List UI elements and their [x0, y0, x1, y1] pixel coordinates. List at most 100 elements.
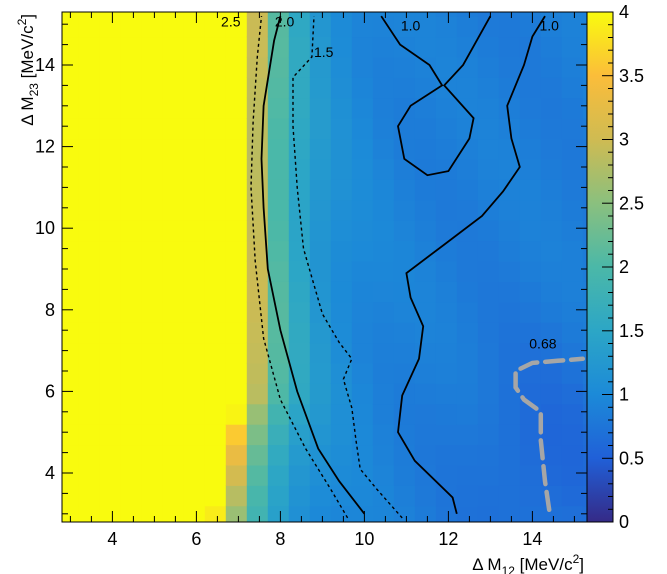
heatmap-cell	[246, 505, 269, 522]
heatmap-cell	[120, 322, 143, 344]
heatmap-cell	[162, 322, 185, 344]
heatmap-cell	[99, 485, 122, 507]
heatmap-cell	[78, 12, 101, 17]
heatmap-cell	[435, 281, 458, 303]
heatmap-cell	[120, 16, 143, 38]
heatmap-cell	[498, 301, 521, 323]
heatmap-cell	[561, 505, 584, 522]
heatmap-cell	[456, 505, 479, 522]
heatmap-cell	[183, 281, 206, 303]
heatmap-cell	[267, 199, 290, 221]
heatmap-cell	[62, 77, 80, 99]
heatmap-cell	[183, 199, 206, 221]
heatmap-cell	[62, 485, 80, 507]
heatmap-cell	[78, 342, 101, 364]
heatmap-cell	[351, 424, 374, 446]
heatmap-cell	[582, 179, 587, 201]
heatmap-cell	[225, 16, 248, 38]
heatmap-cell	[351, 138, 374, 160]
heatmap-cell	[582, 158, 587, 180]
y-tick-label: 12	[35, 137, 55, 157]
heatmap-cell	[204, 464, 227, 486]
heatmap-cell	[582, 220, 587, 242]
heatmap-cell	[225, 403, 248, 425]
heatmap-cell	[204, 16, 227, 38]
heatmap-cell	[288, 77, 311, 99]
heatmap-cell	[414, 12, 437, 17]
x-axis-title: Δ M12 [MeV/c2]	[472, 552, 584, 574]
heatmap-cell	[183, 260, 206, 282]
heatmap-cell	[456, 77, 479, 99]
heatmap-cell	[330, 36, 353, 58]
heatmap-cell	[498, 36, 521, 58]
heatmap-cell	[141, 403, 164, 425]
heatmap-cell	[477, 77, 500, 99]
heatmap-cell	[435, 12, 458, 17]
heatmap-cell	[477, 138, 500, 160]
heatmap-cell	[267, 444, 290, 466]
y-axis: 4 6 8 10 12 14	[35, 23, 587, 515]
heatmap-cell	[288, 16, 311, 38]
heatmap-cell	[330, 158, 353, 180]
heatmap-cell	[393, 505, 416, 522]
heatmap-cell	[225, 77, 248, 99]
heatmap-cell	[62, 362, 80, 384]
heatmap-cell	[351, 220, 374, 242]
heatmap-cell	[540, 383, 563, 405]
heatmap-cell	[120, 36, 143, 58]
heatmap-cell	[540, 16, 563, 38]
heatmap-cell	[120, 240, 143, 262]
heatmap-cell	[519, 118, 542, 140]
heatmap-cell	[456, 485, 479, 507]
y-tick-label: 14	[35, 55, 55, 75]
heatmap-cell	[456, 444, 479, 466]
heatmap-cell	[267, 424, 290, 446]
heatmap-cell	[62, 118, 80, 140]
heatmap-cell	[204, 12, 227, 17]
heatmap-cell	[582, 36, 587, 58]
heatmap-cell	[435, 424, 458, 446]
heatmap-cell	[540, 56, 563, 78]
heatmap-cell	[204, 56, 227, 78]
contour-labels: 2.5 2.0 1.5 1.0 1.0 0.68	[221, 13, 559, 351]
heatmap-cell	[561, 36, 584, 58]
heatmap-cell	[309, 281, 332, 303]
heatmap-cell	[519, 322, 542, 344]
heatmap-cell	[225, 444, 248, 466]
heatmap-cell	[78, 505, 101, 522]
heatmap-cell	[162, 179, 185, 201]
heatmap-cell	[162, 301, 185, 323]
heatmap-cell	[78, 301, 101, 323]
heatmap-cell	[456, 36, 479, 58]
heatmap-cell	[99, 56, 122, 78]
heatmap-cell	[456, 342, 479, 364]
heatmap-cell	[62, 16, 80, 38]
heatmap-cell	[330, 301, 353, 323]
colorbar-tick-label: 0.5	[619, 448, 644, 468]
heatmap-cell	[183, 464, 206, 486]
heatmap-cell	[288, 179, 311, 201]
heatmap-cell	[288, 36, 311, 58]
heatmap-cell	[246, 485, 269, 507]
heatmap-cell	[414, 464, 437, 486]
heatmap-cell	[561, 97, 584, 119]
heatmap-cell	[582, 383, 587, 405]
heatmap-cell	[204, 301, 227, 323]
heatmap-cell	[120, 485, 143, 507]
heatmap-cell	[141, 36, 164, 58]
heatmap-cell	[99, 505, 122, 522]
heatmap-cell	[414, 97, 437, 119]
x-tick-label: 10	[354, 529, 374, 549]
heatmap-cell	[561, 464, 584, 486]
heatmap-cell	[414, 199, 437, 221]
heatmap-cell	[309, 485, 332, 507]
heatmap-cell	[162, 260, 185, 282]
heatmap-cell	[141, 12, 164, 17]
heatmap-cell	[330, 16, 353, 38]
heatmap-cell	[540, 12, 563, 17]
heatmap-cell	[204, 220, 227, 242]
heatmap-cell	[288, 260, 311, 282]
heatmap-cell	[309, 240, 332, 262]
heatmap-cell	[141, 485, 164, 507]
